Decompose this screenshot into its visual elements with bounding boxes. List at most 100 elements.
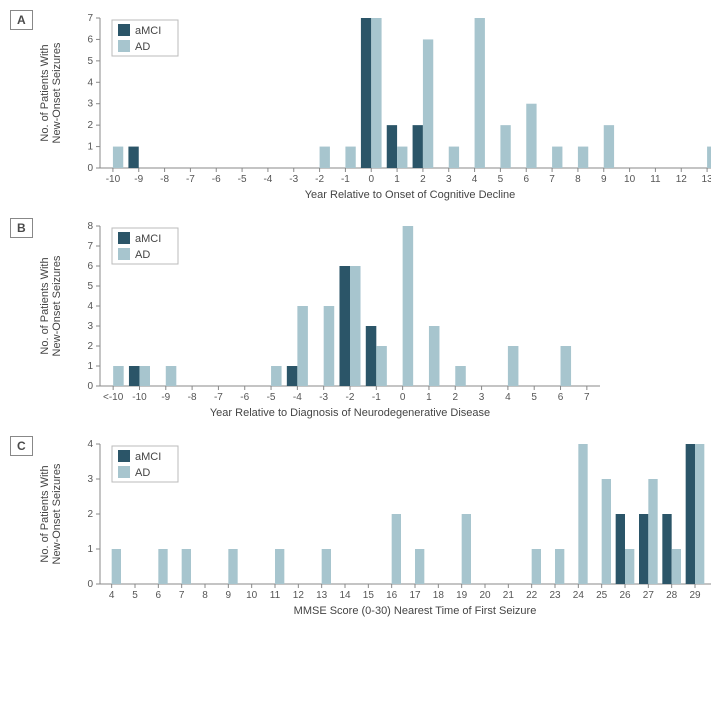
svg-text:6: 6	[156, 590, 162, 601]
svg-text:-2: -2	[315, 174, 324, 185]
svg-text:24: 24	[573, 590, 585, 601]
svg-text:21: 21	[503, 590, 515, 601]
svg-text:6: 6	[523, 174, 529, 185]
svg-text:-3: -3	[319, 392, 328, 403]
svg-text:13: 13	[702, 174, 711, 185]
svg-text:7: 7	[87, 13, 93, 24]
svg-text:-6: -6	[240, 392, 249, 403]
svg-text:New-Onset Seizures: New-Onset Seizures	[51, 42, 63, 143]
svg-text:-5: -5	[267, 392, 276, 403]
svg-text:8: 8	[202, 590, 208, 601]
svg-text:8: 8	[87, 221, 93, 232]
svg-text:18: 18	[433, 590, 445, 601]
svg-text:6: 6	[87, 261, 93, 272]
svg-text:1: 1	[87, 361, 93, 372]
svg-text:0: 0	[400, 392, 406, 403]
svg-text:25: 25	[596, 590, 608, 601]
svg-text:-5: -5	[238, 174, 247, 185]
svg-text:1: 1	[426, 392, 432, 403]
svg-text:4: 4	[109, 590, 115, 601]
svg-text:19: 19	[456, 590, 468, 601]
svg-text:22: 22	[526, 590, 538, 601]
svg-text:9: 9	[601, 174, 607, 185]
svg-text:27: 27	[643, 590, 655, 601]
panel-a-label: A	[10, 10, 33, 30]
svg-text:1: 1	[87, 544, 93, 555]
svg-text:4: 4	[87, 77, 93, 88]
svg-text:-4: -4	[293, 392, 302, 403]
svg-text:4: 4	[87, 439, 93, 450]
svg-text:-3: -3	[289, 174, 298, 185]
svg-text:MMSE Score (0-30) Nearest Time: MMSE Score (0-30) Nearest Time of First …	[294, 605, 537, 617]
svg-text:26: 26	[619, 590, 631, 601]
svg-text:-9: -9	[161, 392, 170, 403]
svg-text:11: 11	[650, 174, 661, 185]
svg-text:3: 3	[87, 474, 93, 485]
svg-text:5: 5	[87, 281, 93, 292]
svg-text:7: 7	[549, 174, 555, 185]
svg-text:-7: -7	[186, 174, 195, 185]
svg-text:3: 3	[87, 321, 93, 332]
svg-text:28: 28	[666, 590, 678, 601]
svg-text:-4: -4	[263, 174, 272, 185]
panel-b: B 012345678<-10-10-9-8-7-6-5-4-3-2-10123…	[10, 218, 701, 426]
svg-text:AD: AD	[135, 249, 150, 261]
svg-text:3: 3	[446, 174, 452, 185]
svg-text:aMCI: aMCI	[135, 233, 161, 245]
svg-text:-8: -8	[160, 174, 169, 185]
svg-text:0: 0	[368, 174, 374, 185]
svg-text:-9: -9	[134, 174, 143, 185]
svg-text:11: 11	[270, 590, 281, 601]
svg-text:13: 13	[316, 590, 328, 601]
svg-text:10: 10	[246, 590, 258, 601]
svg-text:6: 6	[87, 34, 93, 45]
svg-text:-2: -2	[346, 392, 355, 403]
svg-text:5: 5	[132, 590, 138, 601]
svg-text:-7: -7	[214, 392, 223, 403]
panel-c: C 01234456789101112131415161718192021222…	[10, 436, 701, 624]
svg-text:7: 7	[87, 241, 93, 252]
svg-text:aMCI: aMCI	[135, 25, 161, 37]
svg-text:-1: -1	[341, 174, 350, 185]
panel-c-chart: 0123445678910111213141516171819202122232…	[38, 436, 701, 624]
svg-text:<-10: <-10	[103, 392, 124, 403]
svg-text:aMCI: aMCI	[135, 451, 161, 463]
svg-text:9: 9	[226, 590, 232, 601]
panel-b-label: B	[10, 218, 33, 238]
svg-text:2: 2	[420, 174, 426, 185]
svg-text:-10: -10	[106, 174, 121, 185]
svg-text:4: 4	[87, 301, 93, 312]
svg-text:3: 3	[87, 99, 93, 110]
svg-text:5: 5	[498, 174, 504, 185]
svg-text:16: 16	[386, 590, 398, 601]
svg-text:8: 8	[575, 174, 581, 185]
svg-text:AD: AD	[135, 467, 150, 479]
svg-text:2: 2	[87, 341, 93, 352]
panel-c-label: C	[10, 436, 33, 456]
panel-a-chart: 01234567-10-9-8-7-6-5-4-3-2-101234567891…	[38, 10, 701, 208]
svg-text:New-Onset Seizures: New-Onset Seizures	[51, 463, 63, 564]
svg-text:6: 6	[558, 392, 564, 403]
svg-text:No. of Patients With: No. of Patients With	[39, 465, 51, 562]
svg-text:15: 15	[363, 590, 375, 601]
svg-text:New-Onset Seizures: New-Onset Seizures	[51, 255, 63, 356]
svg-text:2: 2	[87, 120, 93, 131]
svg-text:3: 3	[479, 392, 485, 403]
svg-text:Year Relative to Onset of Cogn: Year Relative to Onset of Cognitive Decl…	[305, 189, 516, 201]
svg-text:12: 12	[676, 174, 688, 185]
svg-text:0: 0	[87, 381, 93, 392]
svg-text:7: 7	[584, 392, 590, 403]
svg-text:5: 5	[531, 392, 537, 403]
svg-text:-10: -10	[132, 392, 147, 403]
svg-text:Year Relative to Diagnosis of: Year Relative to Diagnosis of Neurodegen…	[210, 407, 490, 419]
svg-text:7: 7	[179, 590, 185, 601]
svg-text:2: 2	[87, 509, 93, 520]
svg-text:12: 12	[293, 590, 305, 601]
svg-text:14: 14	[339, 590, 351, 601]
svg-text:4: 4	[505, 392, 511, 403]
svg-text:-1: -1	[372, 392, 381, 403]
svg-text:1: 1	[394, 174, 400, 185]
panel-a: A 01234567-10-9-8-7-6-5-4-3-2-1012345678…	[10, 10, 701, 208]
svg-text:-6: -6	[212, 174, 221, 185]
svg-text:AD: AD	[135, 41, 150, 53]
